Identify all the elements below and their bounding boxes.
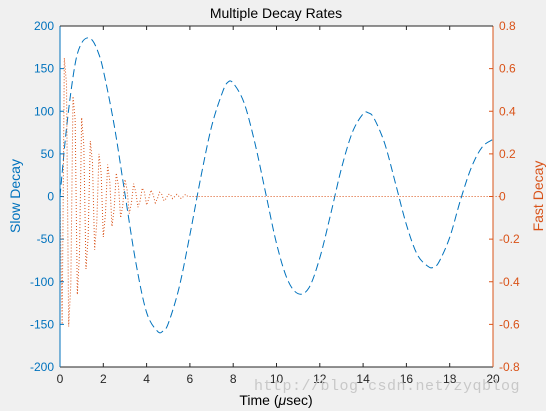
x-tick-label: 4 xyxy=(143,372,150,386)
watermark-text: http://blog.csdn.net/zyqblog xyxy=(254,378,521,395)
right-y-tick-label: -0.2 xyxy=(499,232,520,246)
x-tick-label: 0 xyxy=(57,372,64,386)
x-tick-label: 20 xyxy=(486,372,500,386)
right-y-axis-label: Fast Decay xyxy=(530,161,546,232)
x-tick-label: 12 xyxy=(313,372,327,386)
left-y-tick-label: 0 xyxy=(47,190,54,204)
chart-title: Multiple Decay Rates xyxy=(210,5,342,21)
right-y-tick-label: -0.4 xyxy=(499,275,520,289)
right-y-tick-label: 0.2 xyxy=(499,147,516,161)
right-y-axis-ticks: -0.8 -0.6 -0.4 -0.2 0 0.2 0.4 0.6 0.8 xyxy=(489,19,520,374)
right-y-tick-label: 0.6 xyxy=(499,62,516,76)
left-y-tick-label: 50 xyxy=(41,147,55,161)
x-tick-label: 18 xyxy=(443,372,457,386)
x-tick-label: 8 xyxy=(230,372,237,386)
slow-decay-series-line xyxy=(59,37,494,334)
left-y-axis-label: Slow Decay xyxy=(7,159,23,233)
x-tick-label: 2 xyxy=(100,372,107,386)
left-y-axis-ticks: -200 -150 -100 -50 0 50 100 150 200 xyxy=(30,19,64,374)
left-y-tick-label: 150 xyxy=(34,62,54,76)
right-y-tick-label: -0.8 xyxy=(499,360,520,374)
x-tick-label: 14 xyxy=(356,372,370,386)
left-y-tick-label: 200 xyxy=(34,19,54,33)
fast-decay-series-line xyxy=(59,57,502,327)
x-tick-label: 10 xyxy=(270,372,284,386)
right-y-tick-label: 0.4 xyxy=(499,104,516,118)
x-axis-label: Time (μsec) xyxy=(239,392,312,408)
x-axis-ticks: 0 2 4 6 8 10 12 14 16 18 20 xyxy=(57,26,500,386)
right-y-tick-label: 0.8 xyxy=(499,19,516,33)
x-tick-label: 6 xyxy=(187,372,194,386)
left-y-tick-label: 100 xyxy=(34,104,54,118)
x-tick-label: 16 xyxy=(400,372,414,386)
left-y-tick-label: -200 xyxy=(30,360,54,374)
right-y-tick-label: 0 xyxy=(499,190,506,204)
mu-symbol: μ xyxy=(278,392,287,408)
left-y-tick-label: -50 xyxy=(37,232,55,246)
left-y-tick-label: -100 xyxy=(30,275,54,289)
left-y-tick-label: -150 xyxy=(30,317,54,331)
series-layer xyxy=(59,37,502,334)
right-y-tick-label: -0.6 xyxy=(499,317,520,331)
